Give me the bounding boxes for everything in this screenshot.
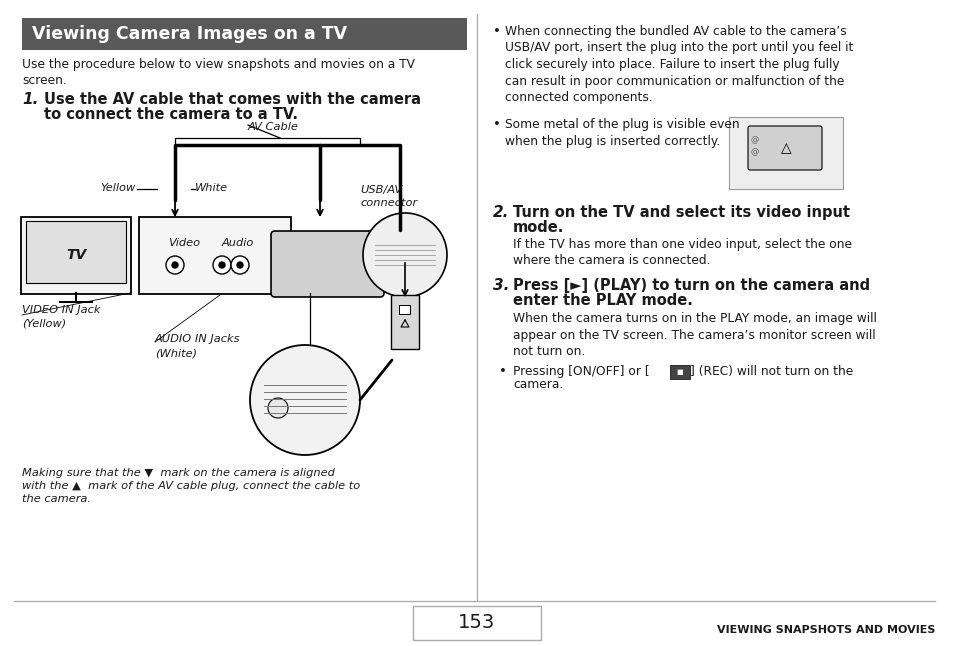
FancyBboxPatch shape [669, 365, 689, 379]
Text: enter the PLAY mode.: enter the PLAY mode. [513, 293, 692, 308]
Text: @: @ [750, 147, 759, 156]
FancyBboxPatch shape [21, 217, 131, 294]
Text: VIEWING SNAPSHOTS AND MOVIES: VIEWING SNAPSHOTS AND MOVIES [716, 625, 934, 635]
Text: Pressing [ON/OFF] or [: Pressing [ON/OFF] or [ [513, 365, 649, 378]
Text: camera.: camera. [513, 378, 562, 391]
Text: (White): (White) [154, 348, 197, 358]
Text: connector: connector [359, 198, 416, 208]
FancyBboxPatch shape [139, 217, 291, 294]
Text: Use the AV cable that comes with the camera: Use the AV cable that comes with the cam… [44, 92, 420, 107]
Text: When the camera turns on in the PLAY mode, an image will
appear on the TV screen: When the camera turns on in the PLAY mod… [513, 312, 876, 358]
FancyBboxPatch shape [399, 304, 410, 313]
Text: Some metal of the plug is visible even
when the plug is inserted correctly.: Some metal of the plug is visible even w… [504, 118, 739, 147]
FancyBboxPatch shape [26, 221, 126, 283]
Text: Turn on the TV and select its video input: Turn on the TV and select its video inpu… [513, 205, 849, 220]
Circle shape [219, 262, 225, 268]
Text: •: • [493, 118, 500, 131]
Text: USB/AV: USB/AV [359, 185, 402, 195]
Text: 3.: 3. [493, 278, 509, 293]
Text: TV: TV [66, 248, 86, 262]
Text: If the TV has more than one video input, select the one
where the camera is conn: If the TV has more than one video input,… [513, 238, 851, 267]
Text: ■: ■ [676, 369, 682, 375]
FancyBboxPatch shape [391, 295, 418, 349]
FancyBboxPatch shape [413, 606, 540, 640]
Text: •: • [493, 25, 500, 38]
Circle shape [231, 256, 249, 274]
Text: Press [►] (PLAY) to turn on the camera and: Press [►] (PLAY) to turn on the camera a… [513, 278, 869, 293]
Text: Use the procedure below to view snapshots and movies on a TV
screen.: Use the procedure below to view snapshot… [22, 58, 415, 87]
Text: △: △ [780, 141, 790, 155]
Circle shape [363, 213, 447, 297]
Text: AV Cable: AV Cable [248, 122, 298, 132]
Text: Video: Video [168, 238, 200, 248]
Text: mode.: mode. [513, 220, 564, 235]
Circle shape [268, 398, 288, 418]
Circle shape [166, 256, 184, 274]
Text: @: @ [750, 136, 759, 145]
Text: •: • [498, 365, 506, 378]
Circle shape [250, 345, 359, 455]
Text: (Yellow): (Yellow) [22, 318, 66, 328]
Circle shape [213, 256, 231, 274]
Text: Yellow: Yellow [100, 183, 135, 193]
FancyBboxPatch shape [271, 231, 384, 297]
Text: ] (REC) will not turn on the: ] (REC) will not turn on the [689, 365, 852, 378]
Text: AUDIO IN Jacks: AUDIO IN Jacks [154, 334, 240, 344]
Text: VIDEO IN Jack: VIDEO IN Jack [22, 305, 100, 315]
Text: 153: 153 [457, 614, 496, 632]
Circle shape [236, 262, 243, 268]
Text: 2.: 2. [493, 205, 509, 220]
Text: to connect the camera to a TV.: to connect the camera to a TV. [44, 107, 297, 122]
Text: 1.: 1. [22, 92, 38, 107]
FancyBboxPatch shape [22, 18, 467, 50]
Text: When connecting the bundled AV cable to the camera’s
USB/AV port, insert the plu: When connecting the bundled AV cable to … [504, 25, 853, 104]
Text: Viewing Camera Images on a TV: Viewing Camera Images on a TV [32, 25, 347, 43]
Text: Audio: Audio [222, 238, 254, 248]
Circle shape [172, 262, 178, 268]
FancyBboxPatch shape [728, 117, 842, 189]
Text: Making sure that the ▼  mark on the camera is aligned
with the ▲  mark of the AV: Making sure that the ▼ mark on the camer… [22, 468, 360, 504]
FancyBboxPatch shape [747, 126, 821, 170]
Text: White: White [194, 183, 228, 193]
